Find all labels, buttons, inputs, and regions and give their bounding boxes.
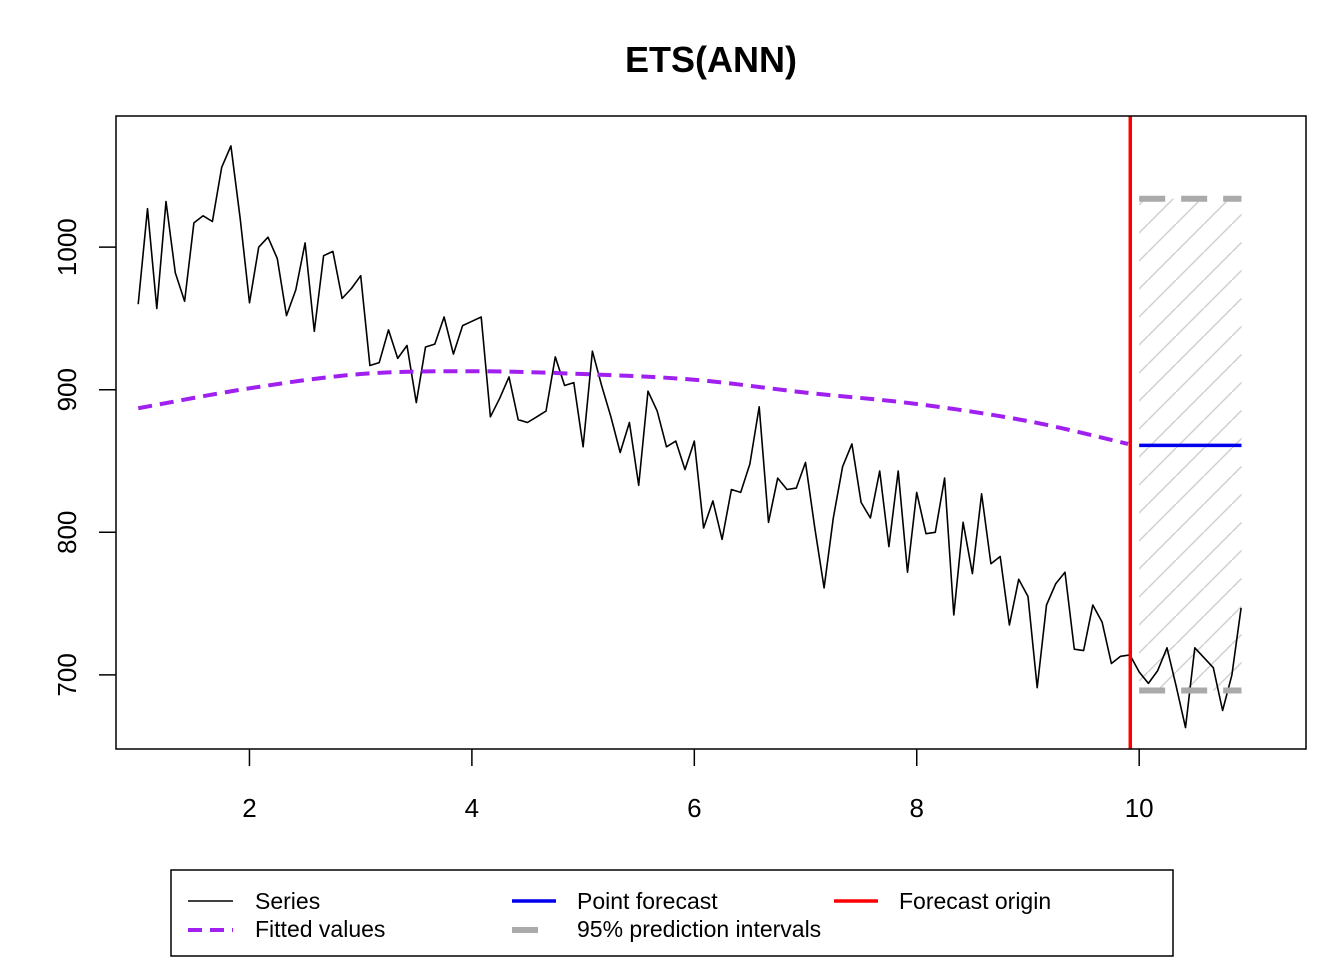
y-tick-label: 1000: [52, 218, 82, 276]
x-tick-label: 4: [465, 793, 479, 823]
x-tick-label: 8: [910, 793, 924, 823]
legend-label-fitted: Fitted values: [255, 916, 385, 942]
x-tick-label: 6: [687, 793, 701, 823]
legend-label-series: Series: [255, 888, 320, 914]
plot-area: [137, 116, 1242, 749]
fitted-values-line: [137, 369, 1129, 446]
y-tick-label: 700: [52, 653, 82, 696]
plot-frame: [115, 115, 1307, 750]
y-tick-label: 900: [52, 368, 82, 411]
legend-label-forecast-origin: Forecast origin: [899, 888, 1051, 914]
x-tick-label: 10: [1125, 793, 1154, 823]
legend: Series Fitted values Point forecast 95% …: [170, 869, 1174, 957]
y-tick-label: 800: [52, 511, 82, 554]
x-tick-label: 2: [242, 793, 256, 823]
legend-box: [170, 869, 1174, 957]
x-axis: 2 4 6 8 10: [242, 749, 1154, 823]
legend-label-prediction-intervals: 95% prediction intervals: [577, 916, 821, 942]
y-axis: 700 800 900 1000: [52, 218, 116, 697]
series-line: [137, 145, 1242, 729]
legend-label-point-forecast: Point forecast: [577, 888, 718, 914]
chart-title: ETS(ANN): [625, 39, 797, 80]
